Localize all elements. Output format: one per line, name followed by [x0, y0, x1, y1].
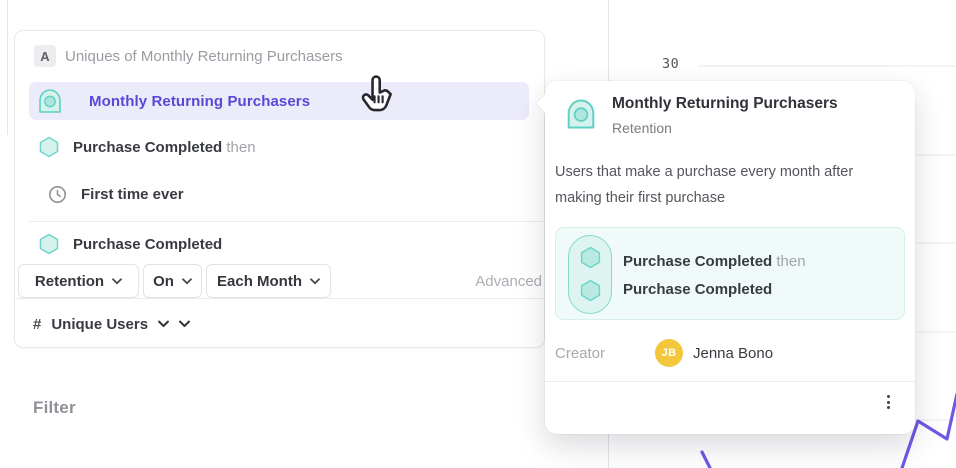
- chevron-down-icon: [182, 277, 192, 284]
- on-dropdown[interactable]: On: [143, 264, 202, 298]
- interval-dropdown-label: Each Month: [217, 272, 302, 290]
- advanced-toggle[interactable]: Advanced: [475, 272, 542, 290]
- then-word: then: [226, 138, 256, 156]
- cohort-icon: [39, 89, 61, 113]
- measure-label: Unique Users: [51, 315, 149, 333]
- section-divider: [15, 298, 546, 299]
- tooltip-type: Retention: [612, 120, 672, 136]
- selected-cohort-row[interactable]: Monthly Returning Purchasers: [29, 82, 529, 120]
- definition-second-event: Purchase Completed: [623, 280, 773, 298]
- creator-avatar: JB: [655, 339, 683, 367]
- tooltip-title: Monthly Returning Purchasers: [612, 95, 838, 112]
- definition-then-word: then: [776, 252, 806, 270]
- event-row-second[interactable]: Purchase Completed: [39, 232, 222, 256]
- definition-first-event: Purchase Completed: [623, 252, 773, 270]
- clock-icon: [49, 185, 66, 203]
- chevron-down-icon: [112, 277, 122, 284]
- first-event-label: Purchase Completed: [73, 138, 223, 156]
- hash-icon: #: [33, 315, 42, 333]
- chevron-down-icon[interactable]: [179, 320, 190, 328]
- y-axis-tick-label: 30: [662, 56, 680, 72]
- retention-type-dropdown[interactable]: Retention: [18, 264, 139, 298]
- interval-dropdown[interactable]: Each Month: [206, 264, 331, 298]
- cohort-icon: [567, 99, 595, 129]
- chevron-down-icon[interactable]: [158, 320, 169, 328]
- query-builder-card: A Uniques of Monthly Returning Purchaser…: [14, 30, 546, 348]
- first-time-ever-label: First time ever: [81, 185, 184, 203]
- event-hexagon-icon: [39, 233, 59, 255]
- query-title: Uniques of Monthly Returning Purchasers: [65, 47, 343, 65]
- chevron-down-icon: [310, 277, 320, 284]
- selected-cohort-label: Monthly Returning Purchasers: [89, 92, 311, 110]
- event-hexagon-icon: [39, 136, 59, 158]
- on-dropdown-label: On: [153, 272, 174, 290]
- filter-section-label: Filter: [33, 398, 76, 417]
- first-time-ever-row[interactable]: First time ever: [48, 183, 184, 205]
- tooltip-footer-divider: [545, 381, 915, 382]
- kebab-menu-button[interactable]: [874, 388, 902, 416]
- event-hexagon-icon: [580, 279, 601, 302]
- tooltip-description: Users that make a purchase every month a…: [555, 164, 854, 206]
- creator-label: Creator: [555, 345, 606, 362]
- retention-dropdown-label: Retention: [34, 272, 105, 290]
- measure-selector[interactable]: # Unique Users: [33, 309, 190, 339]
- cohort-tooltip-card: Monthly Returning Purchasers Retention U…: [534, 81, 915, 434]
- second-event-label: Purchase Completed: [73, 235, 223, 253]
- series-letter-badge[interactable]: A: [34, 45, 56, 67]
- creator-name: Jenna Bono: [693, 345, 774, 362]
- cohort-definition-box: Purchase Completed then Purchase Complet…: [555, 227, 905, 320]
- section-divider: [29, 221, 546, 222]
- event-row-first[interactable]: Purchase Completed then: [39, 135, 256, 159]
- definition-steps-pill: [568, 235, 612, 314]
- event-hexagon-icon: [580, 246, 601, 269]
- hand-cursor-icon: [361, 75, 392, 112]
